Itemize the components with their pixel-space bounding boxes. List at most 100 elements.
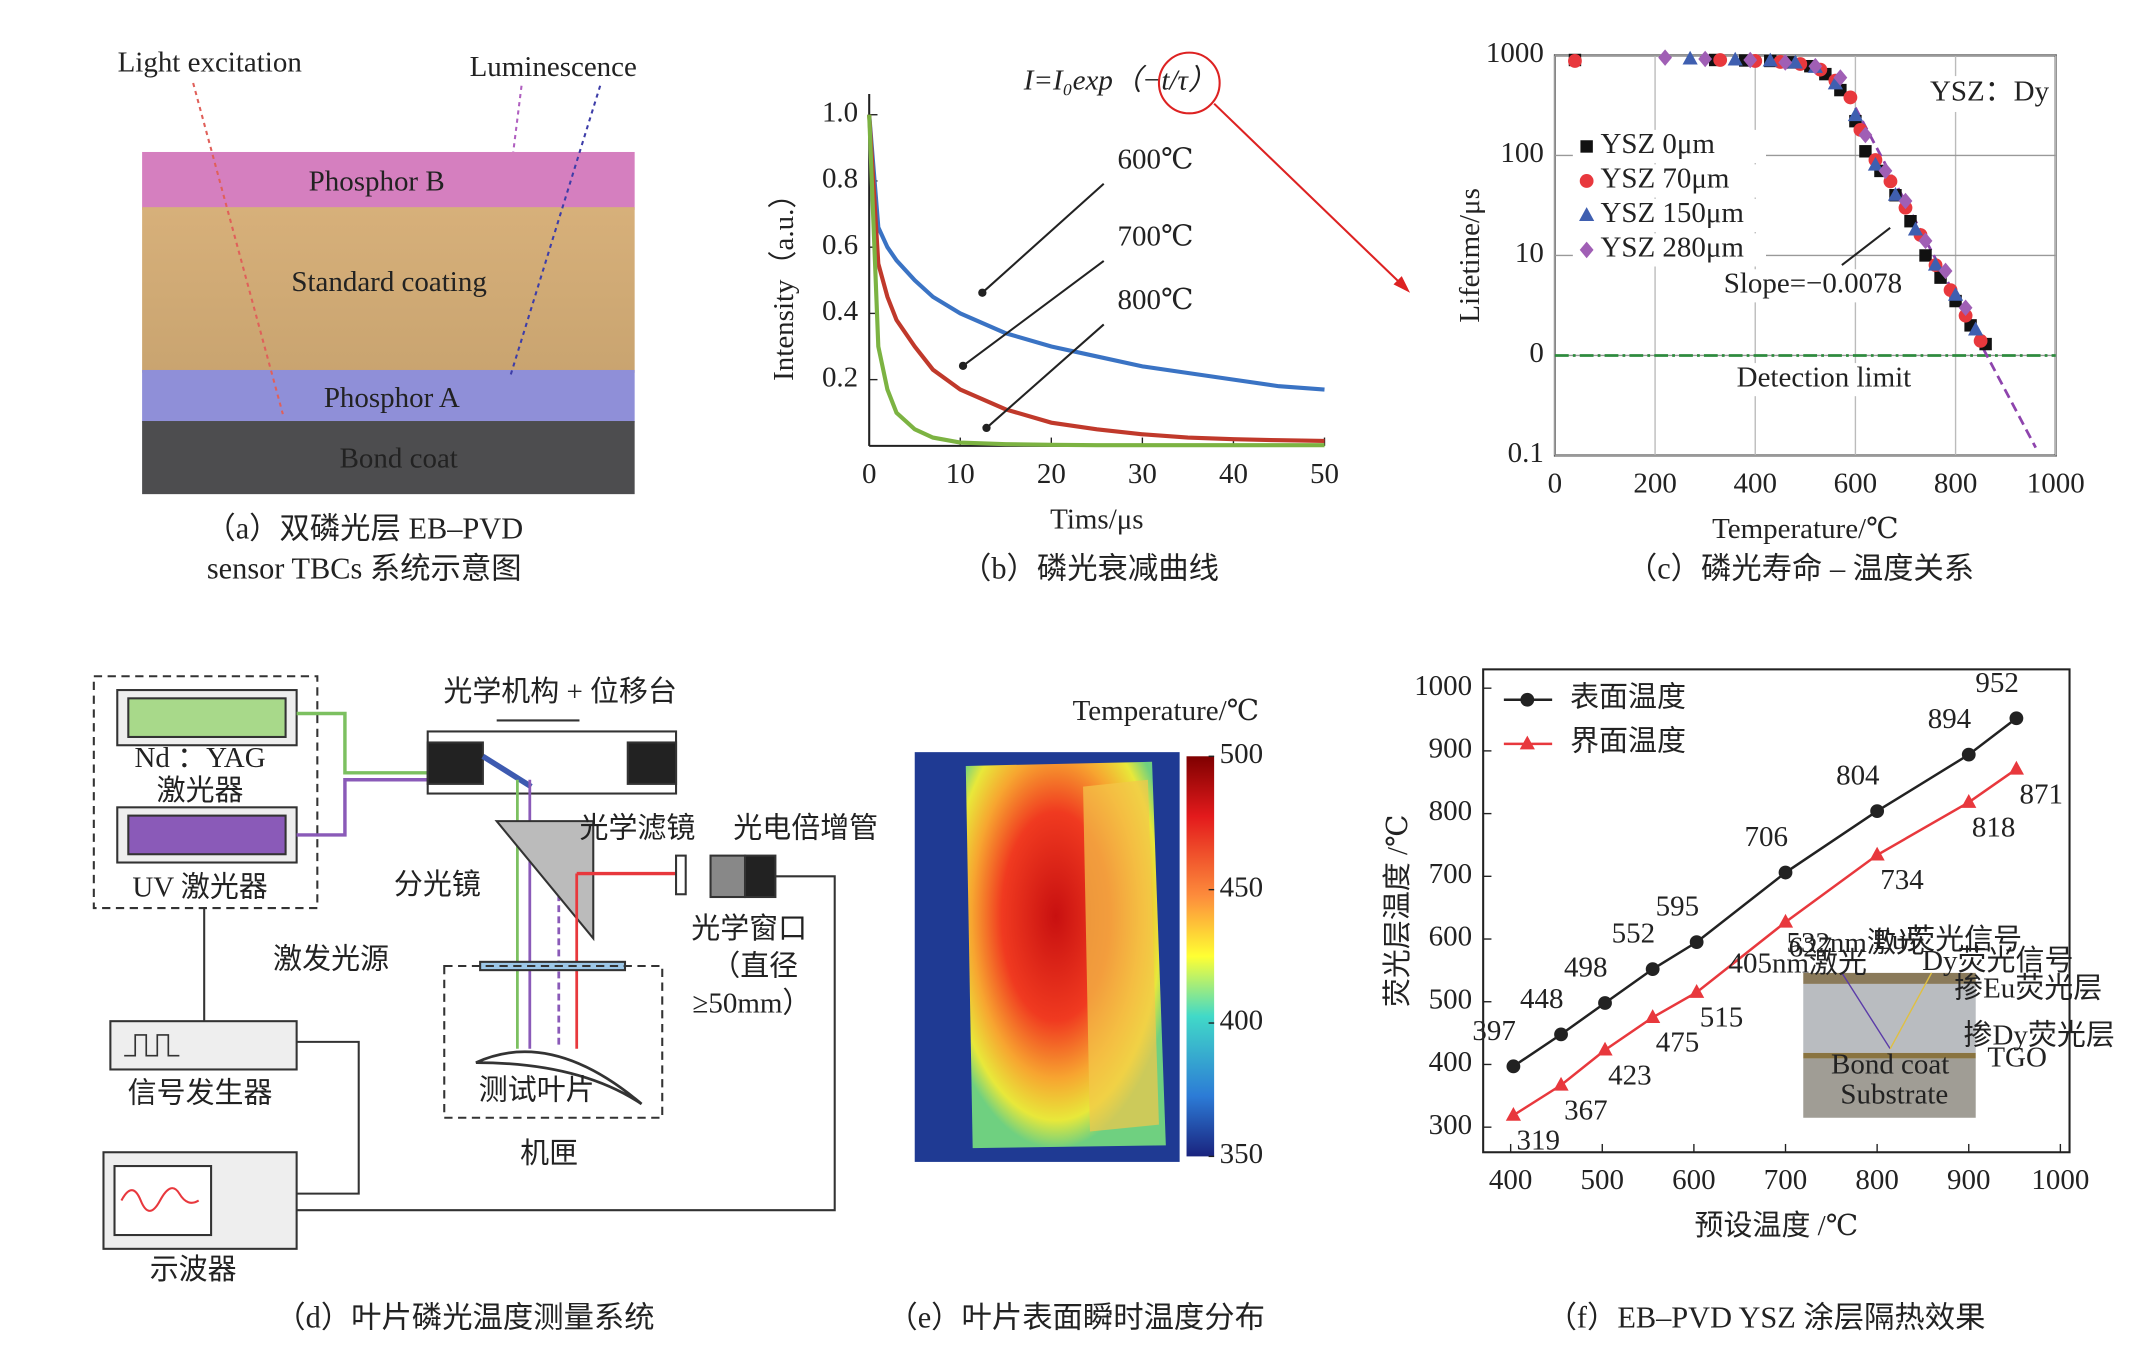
shape <box>142 421 635 495</box>
label: 激发光源 <box>273 943 389 975</box>
label-bg <box>1915 76 2053 112</box>
shape <box>109 1020 298 1071</box>
y-tick-label: 300 <box>1429 1109 1472 1141</box>
data-label: 498 <box>1564 952 1607 984</box>
x-tick-label: 0 <box>1548 468 1562 500</box>
plot-frame <box>1482 668 2071 1154</box>
legend-bg <box>1572 129 1767 164</box>
arrow <box>1213 102 1409 291</box>
inset-label: Eu荧光信号 <box>1874 924 2022 956</box>
inset-label: 532nm激光 <box>1786 927 1924 959</box>
caption: （b）磷光衰减曲线 <box>961 551 1219 585</box>
colorbar <box>1186 756 1215 1157</box>
marker <box>1645 1009 1661 1023</box>
shape <box>142 369 635 423</box>
marker <box>1579 207 1595 221</box>
inset-label: Bond coat <box>1831 1048 1949 1080</box>
marker <box>1878 162 1893 180</box>
marker <box>1689 935 1704 950</box>
x-tick-label: 10 <box>946 458 975 490</box>
data-label: 818 <box>1972 812 2015 844</box>
label: 测试叶片 <box>479 1075 595 1107</box>
y-tick-label: 0 <box>1529 337 1543 369</box>
shape <box>509 85 602 376</box>
marker <box>1645 962 1660 977</box>
colorbar-label: Temperature/℃ <box>1073 695 1259 727</box>
marker <box>1919 249 1932 262</box>
x-tick-label: 30 <box>1128 458 1157 490</box>
x-tick-label: 800 <box>1855 1164 1898 1196</box>
label: 光电倍增管 <box>733 812 878 844</box>
series-line <box>867 114 1325 392</box>
data-label: 804 <box>1836 760 1880 792</box>
caption: （c）磷光寿命 – 温度关系 <box>1627 551 1974 585</box>
inset-label: TGO <box>1987 1041 2047 1073</box>
annotation: Detection limit <box>1737 361 1912 393</box>
inset-layer <box>1803 983 1976 1053</box>
shape <box>296 778 504 837</box>
label: Bond coat <box>340 443 458 475</box>
shape <box>1083 779 1159 1132</box>
shape <box>113 1165 213 1237</box>
label: ≥50mm） <box>692 988 811 1020</box>
marker <box>1847 107 1863 122</box>
y-tick-label: 0.4 <box>822 295 859 327</box>
marker <box>1907 221 1924 236</box>
marker <box>1597 1041 1613 1056</box>
y-tick-label: 0.6 <box>822 229 858 261</box>
marker <box>1778 865 1793 880</box>
data-label: 423 <box>1608 1059 1651 1091</box>
beam <box>1889 972 1933 1050</box>
marker <box>1689 984 1705 998</box>
y-tick-label: 500 <box>1429 983 1472 1015</box>
x-tick-label: 200 <box>1633 468 1676 500</box>
shape <box>512 85 523 153</box>
marker <box>1833 69 1848 86</box>
inset-layer <box>1803 972 1976 984</box>
caption: sensor TBCs 系统示意图 <box>207 551 522 585</box>
x-tick-label: 400 <box>1734 468 1777 500</box>
inset-label: Substrate <box>1840 1079 1948 1111</box>
legend-bg <box>1572 198 1767 232</box>
series-line <box>867 114 1325 443</box>
panel-d <box>92 675 836 1250</box>
shape <box>709 854 747 899</box>
marker <box>1973 333 1988 348</box>
x-tick-label: 40 <box>1219 458 1248 490</box>
label: 光学窗口 <box>691 913 807 945</box>
data-label: 952 <box>1975 667 2018 699</box>
shape <box>426 741 484 785</box>
legend-bg <box>1572 233 1767 267</box>
shape <box>127 814 287 856</box>
x-tick-label: 50 <box>1310 458 1339 490</box>
data-label: 706 <box>1744 821 1787 853</box>
inset-label: Dy荧光信号 <box>1922 945 2073 977</box>
marker <box>1727 51 1743 66</box>
marker <box>1787 54 1803 69</box>
arrow <box>1841 227 1891 266</box>
marker <box>1927 256 1944 271</box>
marker <box>1827 75 1843 90</box>
label: 机匣 <box>520 1138 578 1170</box>
shape <box>675 854 687 896</box>
shape <box>743 854 777 899</box>
data-label: 319 <box>1517 1124 1560 1156</box>
series-label: 700℃ <box>1118 221 1194 253</box>
shape <box>296 711 483 775</box>
marker <box>1808 57 1823 75</box>
y-tick-label: 1000 <box>1486 37 1544 69</box>
y-tick-label: 1000 <box>1414 670 1472 702</box>
x-tick-label: 600 <box>1834 468 1877 500</box>
colorbar-tick-label: 450 <box>1220 871 1263 903</box>
series-label: 600℃ <box>1118 143 1194 175</box>
marker <box>1961 747 1976 762</box>
y-tick-label: 400 <box>1429 1046 1472 1078</box>
label: 示波器 <box>150 1254 237 1286</box>
y-tick-label: 0.2 <box>822 361 858 393</box>
legend-label: 界面温度 <box>1570 726 1686 758</box>
series-line <box>867 114 1325 448</box>
data-label: 894 <box>1928 703 1972 735</box>
legend-bg <box>1572 164 1767 198</box>
label: 光学滤镜 <box>579 812 695 844</box>
data-label: 552 <box>1612 918 1655 950</box>
